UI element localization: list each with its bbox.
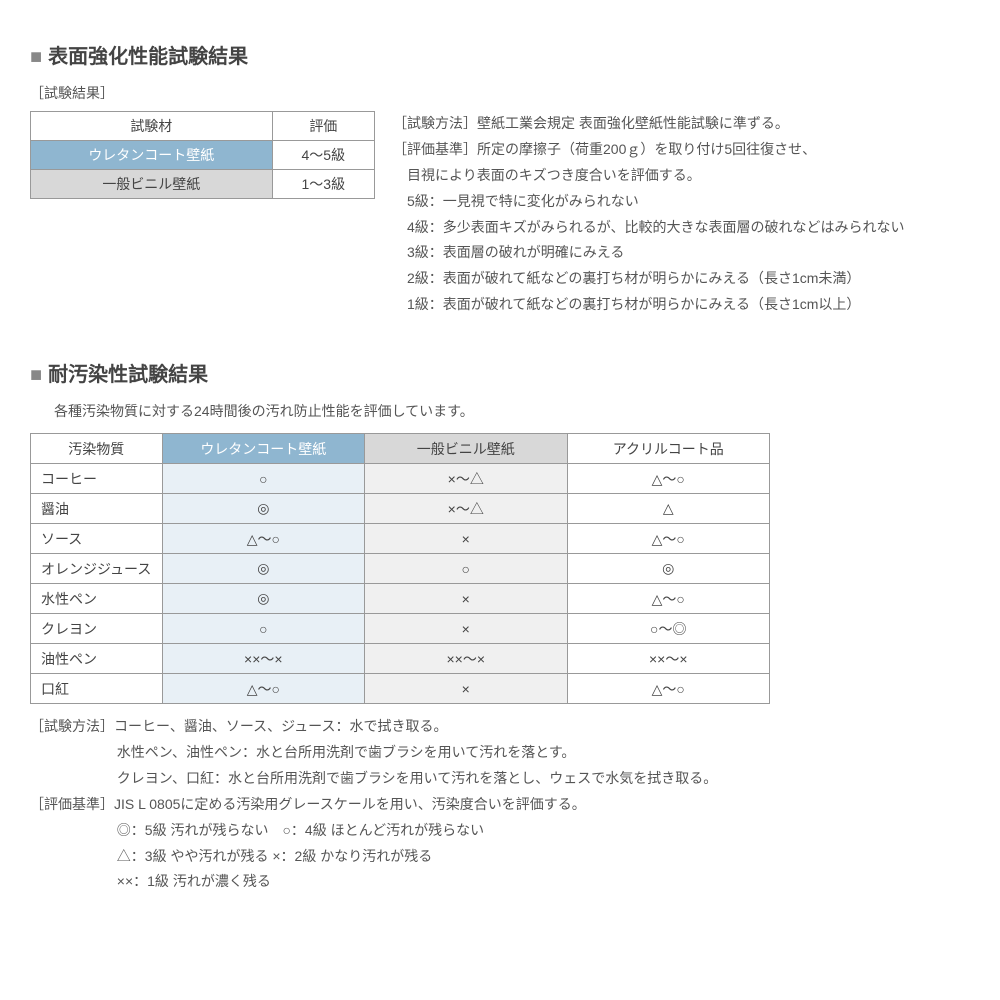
desc-line: 5級：一見視で特に変化がみられない [393,189,905,215]
section-stain-resistance: ■ 耐汚染性試験結果 各種汚染物質に対する24時間後の汚れ防止性能を評価しています… [30,358,970,895]
cell-vinyl: ××～× [365,644,567,674]
cell-substance: コーヒー [31,464,163,494]
cell-vinyl: × [365,584,567,614]
table-row: コーヒー○×～△△～○ [31,464,770,494]
header-vinyl: 一般ビニル壁紙 [365,434,567,464]
cell-urethane: ○ [162,614,364,644]
title-text: 耐汚染性試験結果 [48,364,208,386]
table-row: ウレタンコート壁紙 4～5級 [31,141,375,170]
cell-acrylic: △～○ [567,464,770,494]
subtitle: ［試験結果］ [30,83,970,103]
cell-acrylic: ××～× [567,644,770,674]
cell-urethane: ××～× [162,644,364,674]
table-row: 試験材 評価 [31,112,375,141]
table-row: 油性ペン××～×××～×××～× [31,644,770,674]
desc-line: 目視により表面のキズつき度合いを評価する。 [393,163,905,189]
cell-substance: オレンジジュース [31,554,163,584]
cell-urethane: ◎ [162,554,364,584]
cell-acrylic: △～○ [567,584,770,614]
cell-vinyl: ×～△ [365,464,567,494]
cell-urethane: ◎ [162,584,364,614]
cell-vinyl: 一般ビニル壁紙 [31,170,273,199]
cell-eval: 1～3級 [272,170,374,199]
section-title: ■ 表面強化性能試験結果 [30,40,970,69]
cell-vinyl: × [365,674,567,704]
note-line: ◎：5級 汚れが残らない ○：4級 ほとんど汚れが残らない [30,818,970,844]
cell-substance: ソース [31,524,163,554]
table-row: オレンジジュース◎○◎ [31,554,770,584]
note-line: ××：1級 汚れが濃く残る [30,869,970,895]
table-row: 口紅△～○×△～○ [31,674,770,704]
square-icon: ■ [30,46,42,68]
cell-urethane: ○ [162,464,364,494]
table-row: 醤油◎×～△△ [31,494,770,524]
section-surface-strength: ■ 表面強化性能試験結果 ［試験結果］ 試験材 評価 ウレタンコート壁紙 4～5級… [30,40,970,318]
cell-urethane: △～○ [162,674,364,704]
header-urethane: ウレタンコート壁紙 [162,434,364,464]
table-surface-test: 試験材 評価 ウレタンコート壁紙 4～5級 一般ビニル壁紙 1～3級 [30,111,375,199]
section-title: ■ 耐汚染性試験結果 [30,358,970,387]
cell-acrylic: △ [567,494,770,524]
header-material: 試験材 [31,112,273,141]
cell-acrylic: △～○ [567,674,770,704]
cell-vinyl: × [365,524,567,554]
desc-line: 4級：多少表面キズがみられるが、比較的大きな表面層の破れなどはみられない [393,215,905,241]
table-row: 一般ビニル壁紙 1～3級 [31,170,375,199]
subtitle: 各種汚染物質に対する24時間後の汚れ防止性能を評価しています。 [54,401,970,421]
note-line: △：3級 やや汚れが残る ×：2級 かなり汚れが残る [30,844,970,870]
square-icon: ■ [30,364,42,386]
table-row: クレヨン○×○～◎ [31,614,770,644]
cell-acrylic: ○～◎ [567,614,770,644]
title-text: 表面強化性能試験結果 [48,46,248,68]
table-row: 水性ペン◎×△～○ [31,584,770,614]
cell-substance: 醤油 [31,494,163,524]
header-eval: 評価 [272,112,374,141]
cell-urethane: △～○ [162,524,364,554]
desc-line: 3級：表面層の破れが明確にみえる [393,240,905,266]
desc-line: ［試験方法］壁紙工業会規定 表面強化壁紙性能試験に準ずる。 [393,111,905,137]
cell-vinyl: × [365,614,567,644]
description: ［試験方法］壁紙工業会規定 表面強化壁紙性能試験に準ずる。 ［評価基準］所定の摩… [393,111,905,318]
cell-substance: クレヨン [31,614,163,644]
note-line: ［評価基準］JIS L 0805に定める汚染用グレースケールを用い、汚染度合いを… [30,792,970,818]
cell-urethane: ◎ [162,494,364,524]
cell-substance: 口紅 [31,674,163,704]
header-substance: 汚染物質 [31,434,163,464]
cell-urethane: ウレタンコート壁紙 [31,141,273,170]
cell-acrylic: ◎ [567,554,770,584]
table-row: 汚染物質 ウレタンコート壁紙 一般ビニル壁紙 アクリルコート品 [31,434,770,464]
cell-substance: 油性ペン [31,644,163,674]
cell-substance: 水性ペン [31,584,163,614]
cell-acrylic: △～○ [567,524,770,554]
table-row: ソース△～○×△～○ [31,524,770,554]
desc-line: ［評価基準］所定の摩擦子（荷重200ｇ）を取り付け5回往復させ、 [393,137,905,163]
note-line: 水性ペン、油性ペン：水と台所用洗剤で歯ブラシを用いて汚れを落とす。 [30,740,970,766]
notes: ［試験方法］コーヒー、醤油、ソース、ジュース：水で拭き取る。 水性ペン、油性ペン… [30,714,970,895]
desc-line: 1級：表面が破れて紙などの裏打ち材が明らかにみえる（長さ1cm以上） [393,292,905,318]
note-line: ［試験方法］コーヒー、醤油、ソース、ジュース：水で拭き取る。 [30,714,970,740]
cell-vinyl: ×～△ [365,494,567,524]
cell-eval: 4～5級 [272,141,374,170]
cell-vinyl: ○ [365,554,567,584]
table-stain-test: 汚染物質 ウレタンコート壁紙 一般ビニル壁紙 アクリルコート品 コーヒー○×～△… [30,433,770,704]
desc-line: 2級：表面が破れて紙などの裏打ち材が明らかにみえる（長さ1cm未満） [393,266,905,292]
header-acrylic: アクリルコート品 [567,434,770,464]
note-line: クレヨン、口紅：水と台所用洗剤で歯ブラシを用いて汚れを落とし、ウェスで水気を拭き… [30,766,970,792]
